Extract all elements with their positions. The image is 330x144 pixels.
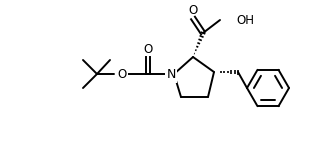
Text: O: O [117, 69, 127, 82]
Text: O: O [143, 43, 152, 56]
Text: O: O [188, 4, 198, 17]
Text: N: N [166, 69, 176, 82]
Text: OH: OH [236, 14, 254, 26]
